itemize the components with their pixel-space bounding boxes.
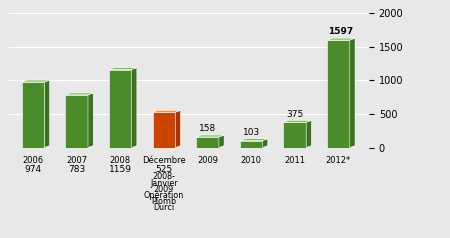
Polygon shape (65, 93, 93, 95)
Text: 2009: 2009 (197, 156, 218, 165)
Polygon shape (109, 69, 131, 148)
Polygon shape (327, 38, 355, 40)
Text: 158: 158 (199, 124, 216, 133)
Text: 2011: 2011 (284, 156, 305, 165)
Text: 1159: 1159 (109, 165, 132, 174)
Polygon shape (22, 82, 45, 148)
Polygon shape (153, 110, 180, 112)
Text: 2007: 2007 (66, 156, 87, 165)
Text: Durci: Durci (153, 203, 175, 212)
Text: 1597: 1597 (328, 27, 354, 36)
Polygon shape (153, 112, 175, 148)
Polygon shape (306, 120, 311, 148)
Text: 2012*: 2012* (326, 156, 351, 165)
Polygon shape (22, 80, 50, 82)
Text: Opération: Opération (144, 191, 184, 200)
Polygon shape (196, 137, 219, 148)
Polygon shape (284, 122, 306, 148)
Polygon shape (240, 141, 262, 148)
Text: 783: 783 (68, 165, 85, 174)
Text: Janvier: Janvier (150, 178, 178, 188)
Text: 525: 525 (155, 165, 172, 174)
Polygon shape (219, 135, 224, 148)
Polygon shape (240, 139, 268, 141)
Polygon shape (350, 38, 355, 148)
Polygon shape (284, 120, 311, 122)
Text: 974: 974 (24, 165, 41, 174)
Polygon shape (109, 68, 137, 69)
Polygon shape (262, 139, 268, 148)
Text: 2008-: 2008- (153, 173, 176, 181)
Polygon shape (175, 110, 180, 148)
Text: 2008: 2008 (110, 156, 131, 165)
Polygon shape (65, 95, 88, 148)
Text: Plomb: Plomb (151, 197, 176, 206)
Text: 2009: 2009 (154, 185, 174, 193)
Polygon shape (131, 68, 137, 148)
Polygon shape (45, 80, 50, 148)
Text: 375: 375 (286, 110, 303, 119)
Text: 103: 103 (243, 128, 260, 137)
Polygon shape (88, 93, 93, 148)
Text: 2010: 2010 (241, 156, 262, 165)
Polygon shape (327, 40, 350, 148)
Polygon shape (196, 135, 224, 137)
Text: Décembre: Décembre (142, 156, 186, 165)
Text: 2006: 2006 (22, 156, 44, 165)
